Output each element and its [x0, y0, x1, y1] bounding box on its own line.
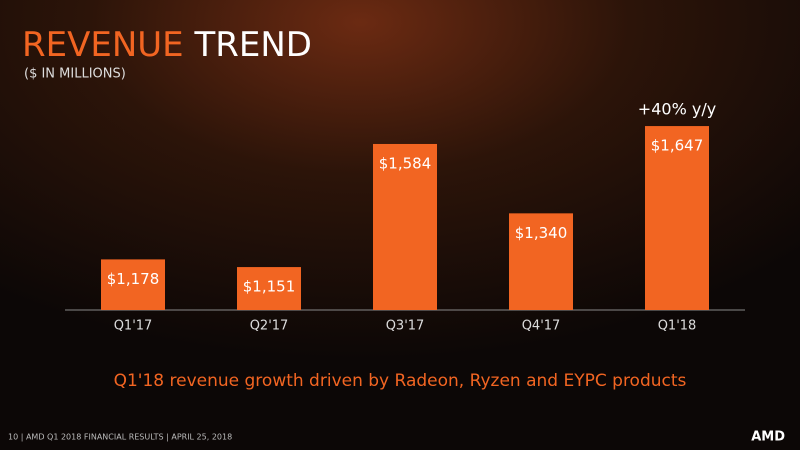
value-label: $1,647: [651, 137, 704, 155]
bar: [645, 126, 709, 311]
x-tick-label: Q1'17: [114, 319, 153, 334]
x-tick-label: Q4'17: [522, 319, 561, 334]
bar: [237, 267, 301, 310]
caption: Q1'18 revenue growth driven by Radeon, R…: [114, 371, 687, 391]
logo: AMD: [751, 430, 785, 445]
x-tick-label: Q2'17: [250, 319, 289, 334]
value-label: $1,151: [243, 278, 296, 296]
value-label: $1,178: [107, 270, 160, 288]
bar: [373, 143, 437, 310]
x-tick-label: Q3'17: [386, 319, 425, 334]
value-label: $1,584: [379, 154, 432, 172]
chart-subtitle: ($ IN MILLIONS): [24, 67, 126, 82]
footer: 10 | AMD Q1 2018 FINANCIAL RESULTS | APR…: [8, 433, 232, 442]
bar: [509, 213, 573, 310]
x-tick-label: Q1'18: [658, 319, 697, 334]
value-label: $1,340: [515, 224, 568, 242]
bar: [101, 259, 165, 310]
chart-title: REVENUE TREND: [22, 25, 312, 65]
annotation: +40% y/y: [638, 100, 716, 119]
